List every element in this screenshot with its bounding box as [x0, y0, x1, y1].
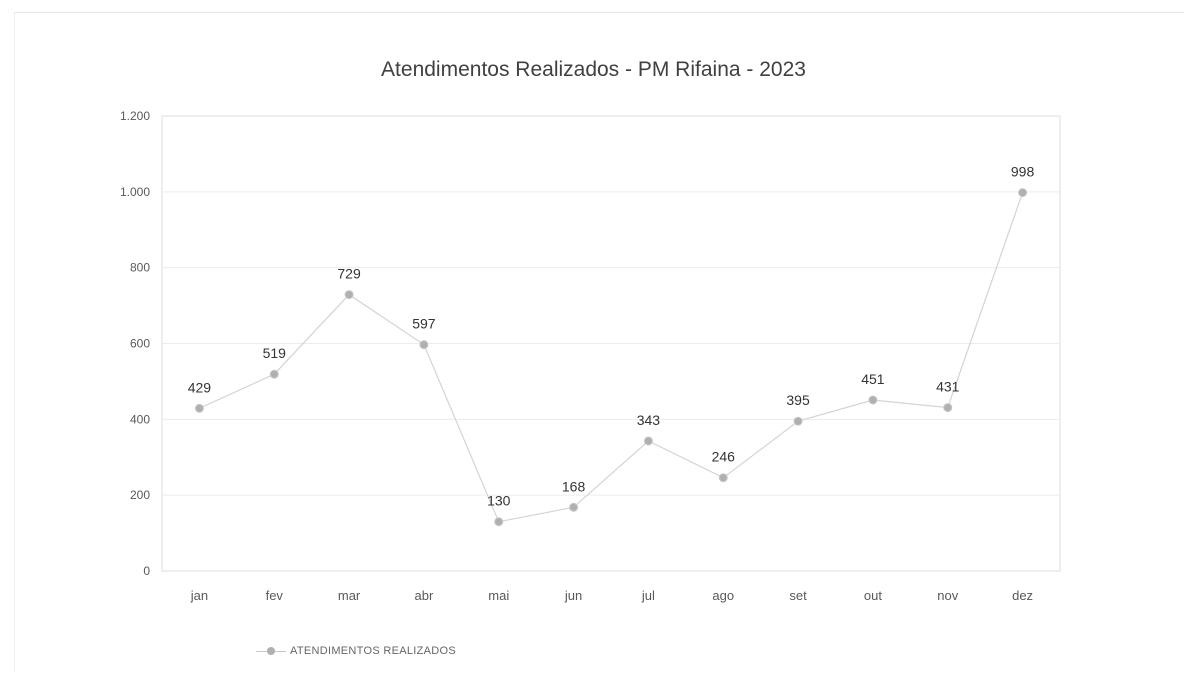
data-point — [719, 474, 727, 482]
x-tick-label: jun — [564, 588, 582, 603]
y-tick-label: 400 — [130, 412, 150, 426]
y-tick-label: 0 — [143, 564, 150, 578]
data-label: 451 — [861, 371, 885, 387]
data-point — [869, 396, 877, 404]
x-tick-label: jul — [641, 588, 655, 603]
legend: ATENDIMENTOS REALIZADOS — [256, 641, 456, 661]
data-label: 597 — [412, 316, 436, 332]
data-label: 246 — [712, 449, 736, 465]
x-tick-label: out — [864, 588, 882, 603]
data-label: 431 — [936, 379, 960, 395]
series-line — [199, 193, 1022, 522]
data-point — [1019, 189, 1027, 197]
data-label: 130 — [487, 493, 511, 509]
data-point — [420, 341, 428, 349]
data-point — [944, 404, 952, 412]
data-label: 729 — [337, 266, 361, 282]
data-point — [570, 503, 578, 511]
data-label: 519 — [263, 345, 287, 361]
data-point — [195, 404, 203, 412]
data-point — [495, 518, 503, 526]
legend-marker-icon — [256, 641, 286, 661]
x-tick-label: ago — [712, 588, 734, 603]
x-tick-label: mai — [488, 588, 509, 603]
x-tick-label: nov — [937, 588, 958, 603]
y-tick-label: 800 — [130, 261, 150, 275]
y-tick-label: 1.000 — [120, 185, 150, 199]
x-tick-label: abr — [415, 588, 434, 603]
data-label: 395 — [786, 392, 810, 408]
y-tick-label: 1.200 — [120, 109, 150, 123]
data-point — [644, 437, 652, 445]
data-label: 429 — [188, 379, 212, 395]
x-tick-label: fev — [266, 588, 284, 603]
data-point — [270, 370, 278, 378]
data-label: 168 — [562, 478, 586, 494]
y-tick-label: 600 — [130, 337, 150, 351]
data-label: 998 — [1011, 164, 1035, 180]
data-point — [794, 417, 802, 425]
x-tick-label: mar — [338, 588, 361, 603]
data-label: 343 — [637, 412, 661, 428]
x-tick-label: jan — [190, 588, 208, 603]
data-point — [345, 291, 353, 299]
x-tick-label: set — [789, 588, 807, 603]
legend-label: ATENDIMENTOS REALIZADOS — [290, 645, 456, 657]
y-tick-label: 200 — [130, 488, 150, 502]
x-tick-label: dez — [1012, 588, 1033, 603]
